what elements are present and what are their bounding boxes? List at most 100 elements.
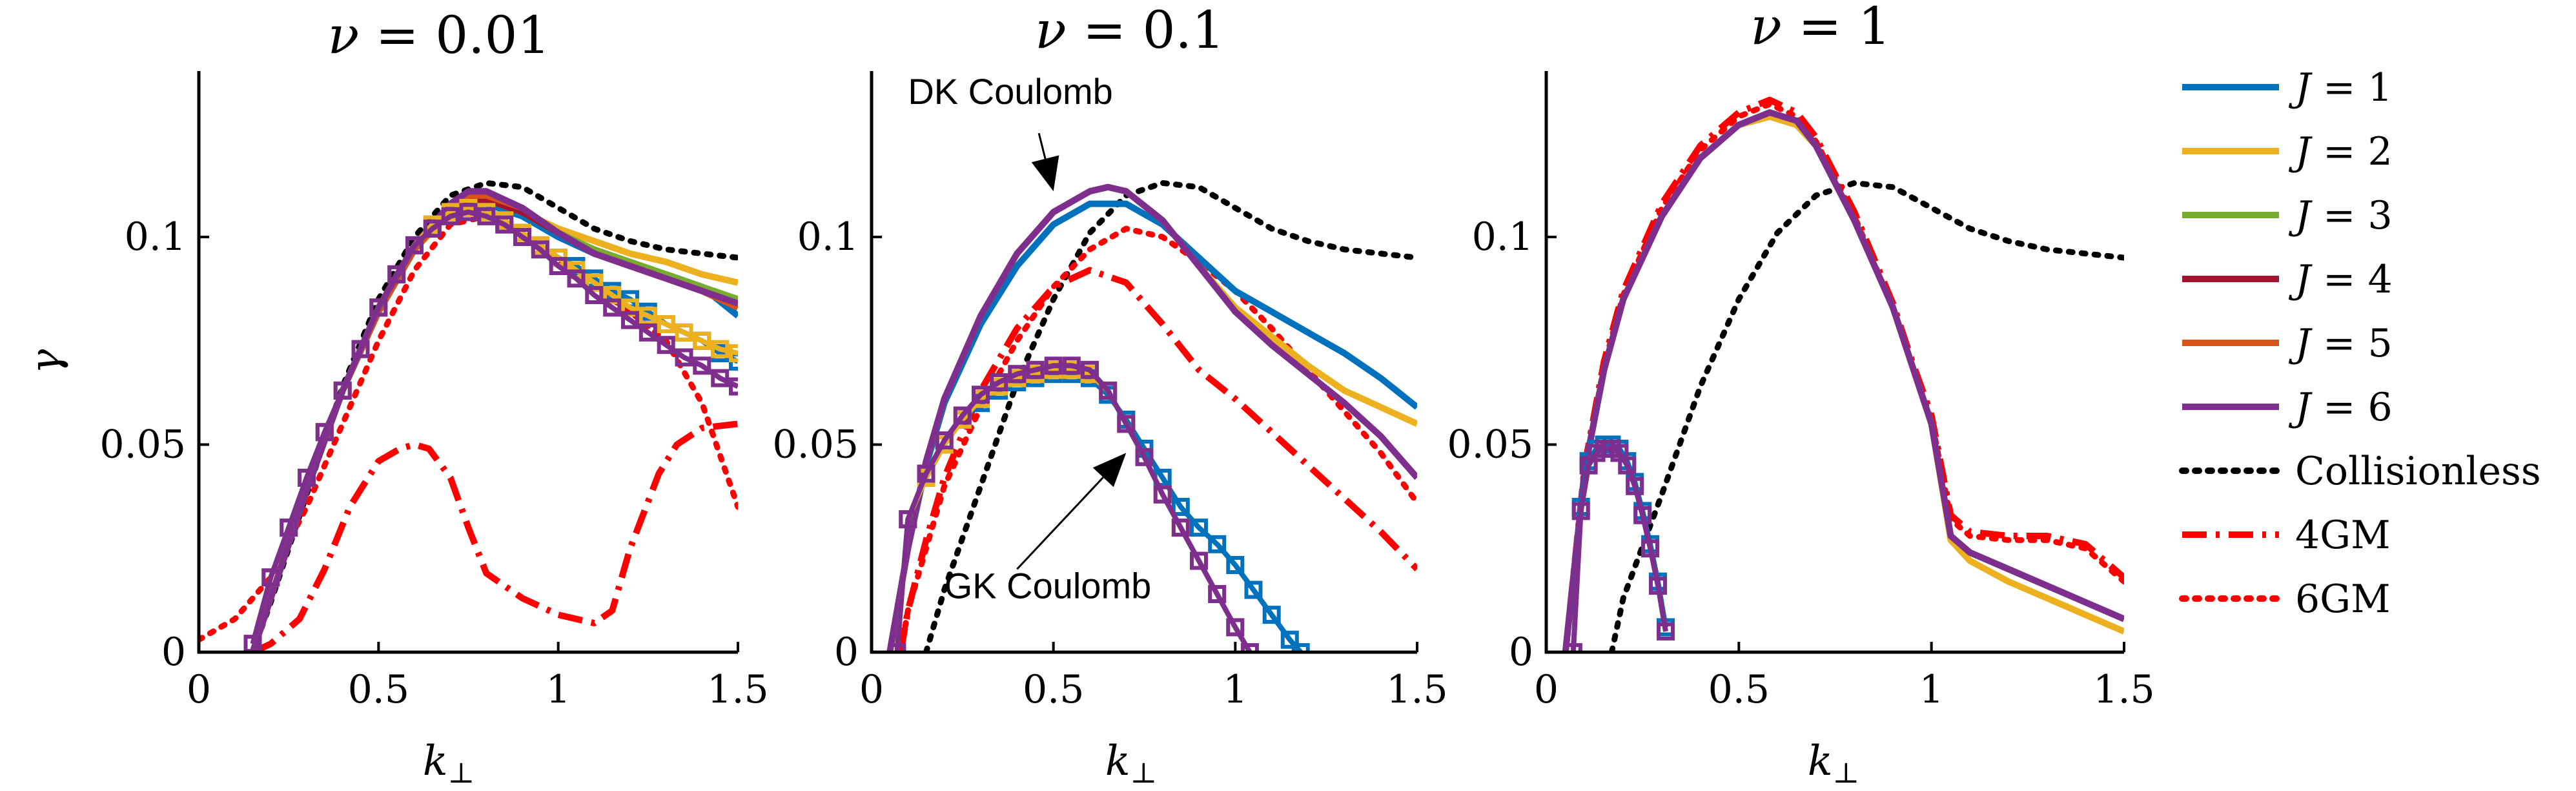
data-point-marker: [1208, 535, 1227, 553]
data-point-marker: [1291, 643, 1310, 652]
title-eq: = 1: [1782, 0, 1891, 56]
x-tick-label: 1: [1919, 667, 1944, 712]
legend-label-text: = 3: [2311, 193, 2393, 238]
legend-entry: J = 2: [2182, 129, 2393, 174]
title-var: ν: [1750, 0, 1782, 56]
y-tick-label: 0.1: [125, 214, 186, 260]
data-point-marker: [1153, 485, 1172, 504]
legend-label-text: 4GM: [2295, 513, 2391, 558]
legend-label-text: Collisionless: [2295, 449, 2541, 494]
y-tick-label: 0.1: [797, 214, 859, 260]
x-axis-label: k⊥: [1808, 737, 1859, 790]
data-point-marker: [1649, 577, 1667, 595]
x-tick-label: 0: [187, 667, 211, 712]
legend-entry: J = 4: [2182, 257, 2393, 302]
series-4gm: [897, 267, 1417, 652]
annotation-text: DK Coulomb: [908, 71, 1112, 112]
data-point-marker: [935, 431, 954, 450]
title-var: ν: [328, 5, 360, 65]
data-point-marker: [1262, 606, 1281, 624]
legend-label-text: = 5: [2311, 321, 2393, 366]
y-tick-label: 0.05: [1447, 422, 1533, 467]
data-point-marker: [657, 315, 675, 333]
data-point-marker: [333, 381, 352, 400]
data-point-marker: [1208, 585, 1227, 603]
y-axis-label-text: γ: [22, 349, 70, 374]
data-point-marker: [1571, 502, 1590, 520]
data-point-marker: [1117, 415, 1136, 433]
legend-label-text: = 6: [2311, 385, 2393, 430]
data-point-marker: [603, 298, 622, 317]
data-point-marker: [351, 340, 370, 358]
x-axis-label-sub: ⊥: [1130, 757, 1157, 790]
legend-entry: Collisionless: [2179, 449, 2541, 494]
y-tick-label: 0.1: [1472, 214, 1533, 260]
series-line: [894, 371, 1303, 652]
legend-entry: J = 5: [2182, 321, 2393, 366]
data-point-marker: [1618, 456, 1637, 475]
series-line: [1562, 101, 2124, 652]
x-axis-label-main: k: [1808, 737, 1833, 785]
y-tick-label: 0: [834, 630, 859, 675]
legend-entry: J = 6: [2182, 385, 2393, 430]
series-line: [894, 367, 1252, 652]
svg-text:k⊥: k⊥: [1105, 737, 1157, 790]
data-point-marker: [261, 568, 280, 587]
legend-entry: 6GM: [2179, 577, 2391, 622]
x-tick-label: 1.5: [707, 667, 768, 712]
data-point-marker: [1226, 556, 1245, 574]
data-point-marker: [917, 464, 935, 483]
svg-text:ν = 0.01: ν = 0.01: [328, 5, 551, 65]
svg-text:k⊥: k⊥: [1808, 737, 1859, 790]
data-point-marker: [549, 257, 567, 275]
panel-title: ν = 0.01: [328, 5, 551, 65]
x-tick-label: 0: [1534, 667, 1559, 712]
legend-label-var: J: [2288, 65, 2313, 110]
data-point-marker: [675, 348, 693, 367]
data-point-marker: [567, 269, 586, 288]
data-point-marker: [1171, 498, 1190, 516]
data-point-marker: [1062, 356, 1081, 375]
annotation-text: GK Coulomb: [945, 565, 1152, 606]
panel-nu-0.1: ν = 0.1 0 0.5 1 1.5 0 0.05 0.1 DK Coulomb GK Co…: [772, 0, 1447, 790]
x-axis-label-main: k: [423, 737, 448, 785]
data-point-marker: [513, 228, 531, 246]
panel-title: ν = 1: [1750, 0, 1890, 56]
annotation-dk-coulomb: DK Coulomb: [908, 71, 1113, 192]
data-point-marker: [1633, 506, 1652, 524]
title-var: ν: [1035, 0, 1067, 60]
x-axis-label: k⊥: [423, 737, 475, 790]
legend-label: 4GM: [2295, 513, 2391, 558]
x-tick-label: 0.5: [1708, 667, 1770, 712]
y-tick-label: 0.05: [772, 422, 859, 467]
legend-label-var: J: [2288, 193, 2313, 238]
annotation-arrow-head: [1031, 155, 1059, 192]
data-point-marker: [387, 265, 406, 283]
data-point-marker: [1564, 643, 1582, 652]
data-point-marker: [639, 307, 657, 325]
data-point-marker: [657, 336, 675, 354]
data-point-marker: [405, 236, 424, 254]
data-point-marker: [1190, 551, 1208, 570]
panel-nu-0.01: ν = 0.01 0 0.5 1 1.5 0 0.05 0.1 γ k⊥: [22, 5, 769, 790]
legend-label-var: J: [2288, 385, 2313, 430]
series-line: [1562, 96, 2124, 652]
x-tick-label: 1: [546, 667, 571, 712]
series-line: [1562, 109, 2124, 652]
legend-label-text: = 4: [2311, 257, 2393, 302]
svg-text:ν = 0.1: ν = 0.1: [1035, 0, 1225, 60]
data-point-marker: [1081, 360, 1099, 379]
data-point-marker: [729, 377, 738, 396]
y-axis-label: γ: [22, 349, 70, 374]
series-4gm: [1562, 96, 2124, 652]
x-tick-label: 0.5: [1023, 667, 1084, 712]
legend-label: J = 3: [2288, 193, 2393, 238]
legend-label-var: J: [2288, 257, 2313, 302]
legend-label: Collisionless: [2295, 449, 2541, 494]
x-tick-label: 0.5: [348, 667, 409, 712]
data-point-marker: [1044, 356, 1063, 375]
panel-title: ν = 0.1: [1035, 0, 1225, 60]
legend-entry: J = 3: [2182, 193, 2393, 238]
data-point-marker: [1226, 618, 1245, 637]
series-j-6-gk-coulomb: [888, 356, 1259, 652]
